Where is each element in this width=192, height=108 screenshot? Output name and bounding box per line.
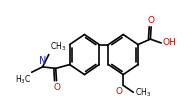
Text: O: O	[115, 87, 122, 96]
Text: O: O	[53, 83, 60, 92]
Text: CH$_3$: CH$_3$	[135, 87, 151, 99]
Text: H$_3$C: H$_3$C	[15, 73, 31, 86]
Text: OH: OH	[163, 38, 176, 48]
Text: O: O	[148, 16, 155, 25]
Text: CH$_3$: CH$_3$	[50, 40, 66, 53]
Text: N: N	[39, 56, 46, 66]
